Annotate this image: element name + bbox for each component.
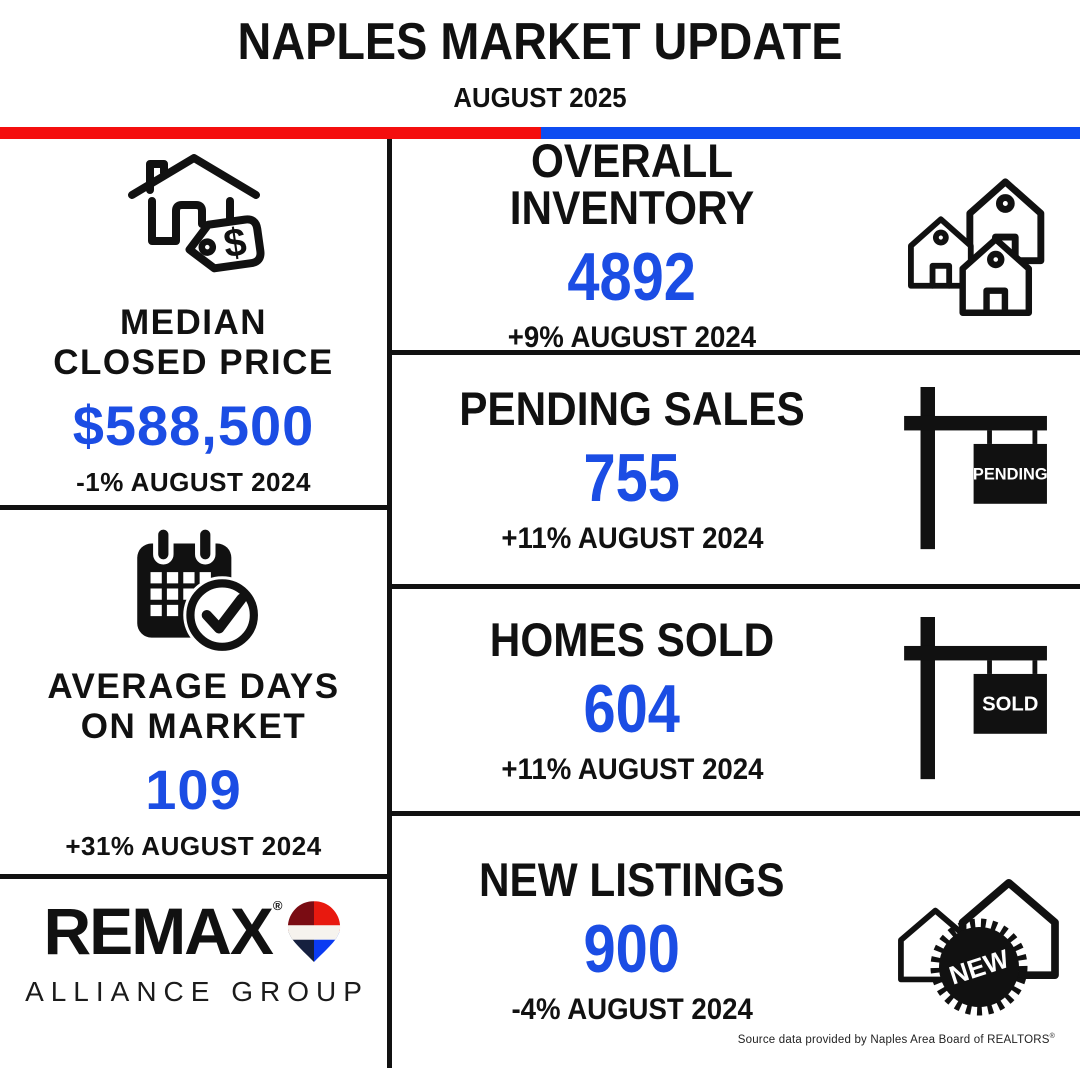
stat-label: OVERALL INVENTORY	[509, 133, 755, 234]
stat-label: HOMES SOLD	[489, 612, 775, 666]
stat-icon-box: SOLD	[872, 617, 1080, 783]
stat-value: $588,500	[72, 393, 315, 457]
stat-row-pending-sales: PENDING SALES 755 +11% AUGUST 2024 PENDI…	[392, 355, 1080, 589]
stat-text-block: NEW LISTINGS 900 -4% AUGUST 2024	[392, 856, 872, 1025]
stat-value: 604	[583, 670, 681, 747]
pending-sign-icon: PENDING	[903, 386, 1047, 549]
stat-change: -4% AUGUST 2024	[511, 993, 753, 1026]
stat-label: AVERAGE DAYS ON MARKET	[47, 667, 339, 745]
stat-row-overall-inventory: OVERALL INVENTORY 4892 +9% AUGUST 2024	[392, 137, 1080, 355]
stat-value: 109	[145, 757, 242, 821]
stat-row-new-listings: NEW LISTINGS 900 -4% AUGUST 2024 NEW	[392, 816, 1080, 1068]
sold-sign-icon: SOLD	[903, 617, 1047, 780]
page-title: NAPLES MARKET UPDATE	[237, 13, 843, 71]
stat-row-homes-sold: HOMES SOLD 604 +11% AUGUST 2024 SOLD	[392, 589, 1080, 816]
accent-bar	[0, 127, 1080, 139]
house-price-tag-icon: $	[127, 154, 264, 273]
stat-label-line: MEDIAN	[119, 303, 268, 343]
stat-icon-box: NEW	[872, 856, 1080, 1030]
source-attribution: Source data provided by Naples Area Boar…	[738, 1033, 1055, 1046]
stat-value: 4892	[567, 238, 697, 315]
remax-wordmark-row: REMAX ®	[44, 898, 344, 964]
stat-label: MEDIAN CLOSED PRICE	[53, 303, 334, 381]
page-subtitle: AUGUST 2025	[453, 82, 627, 113]
stat-text-block: HOMES SOLD 604 +11% AUGUST 2024	[392, 616, 872, 785]
stat-label-line: AVERAGE DAYS	[47, 667, 340, 707]
left-column: $ MEDIAN CLOSED PRICE $588,500 -1% AUGUS…	[0, 139, 392, 1068]
stat-icon-box: PENDING	[872, 386, 1080, 553]
remax-wordmark: REMAX	[43, 893, 274, 968]
stat-change: -1% AUGUST 2024	[76, 466, 311, 497]
stat-change: +11% AUGUST 2024	[500, 522, 764, 555]
source-text: Source data provided by Naples Area Boar…	[737, 1034, 1050, 1046]
remax-logo-block: REMAX ® ALL	[0, 879, 387, 1068]
remax-balloon-icon	[288, 900, 341, 962]
stat-text-block: OVERALL INVENTORY 4892 +9% AUGUST 2024	[392, 137, 872, 353]
header: NAPLES MARKET UPDATE AUGUST 2025	[0, 0, 1080, 112]
stat-card-median-closed-price: $ MEDIAN CLOSED PRICE $588,500 -1% AUGUS…	[0, 139, 387, 510]
calendar-check-icon	[137, 525, 260, 654]
stat-value: 900	[583, 911, 681, 987]
houses-cluster-icon	[907, 178, 1044, 316]
stat-value: 755	[583, 440, 681, 516]
alliance-group-label: ALLIANCE GROUP	[25, 975, 369, 1007]
accent-bar-blue-segment	[541, 127, 1080, 139]
stat-change: +31% AUGUST 2024	[65, 830, 322, 861]
pending-sign-text: PENDING	[972, 465, 1047, 483]
sold-sign-text: SOLD	[982, 694, 1038, 716]
stat-label: NEW LISTINGS	[479, 853, 785, 906]
stat-text-block: PENDING SALES 755 +11% AUGUST 2024	[392, 385, 872, 554]
new-listing-badge-icon: NEW	[897, 878, 1059, 1016]
main-content: $ MEDIAN CLOSED PRICE $588,500 -1% AUGUS…	[0, 137, 1080, 1068]
source-registered-mark: ®	[1049, 1033, 1055, 1041]
accent-bar-red-segment	[0, 127, 541, 139]
stat-label: PENDING SALES	[459, 382, 805, 435]
stat-change: +9% AUGUST 2024	[507, 320, 757, 354]
right-column: OVERALL INVENTORY 4892 +9% AUGUST 2024	[392, 137, 1080, 1068]
stat-label-line: ON MARKET	[80, 706, 307, 746]
registered-mark: ®	[272, 897, 283, 913]
stat-label-line: CLOSED PRICE	[53, 342, 334, 382]
stat-icon-box	[872, 172, 1080, 317]
stat-card-average-days-on-market: AVERAGE DAYS ON MARKET 109 +31% AUGUST 2…	[0, 510, 387, 879]
stat-change: +11% AUGUST 2024	[500, 752, 764, 786]
